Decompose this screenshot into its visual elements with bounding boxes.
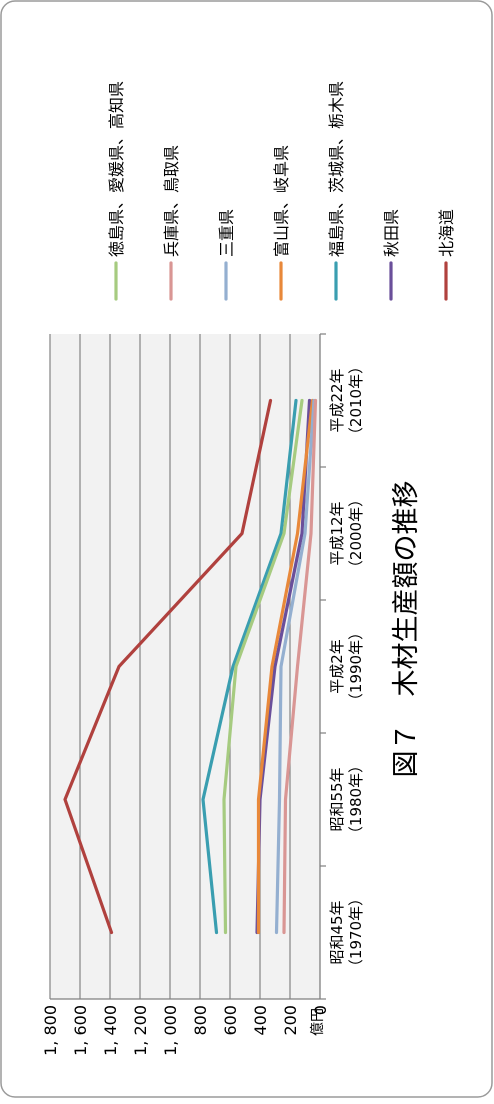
y-tick-label-1600: 1, 600 <box>71 1005 90 1056</box>
chart-title: 図７ 木材生産額の推移 <box>391 481 422 778</box>
legend-label-2: 福島県、茨城県、栃木県 <box>327 81 346 257</box>
legend-label-1: 秋田県 <box>382 209 401 257</box>
series-line-0 <box>63 398 273 935</box>
y-tick-label-400: 400 <box>251 1005 270 1036</box>
x-tick-label-era-3: 平成12年 <box>328 501 346 565</box>
y-tick-label-800: 800 <box>191 1005 210 1036</box>
x-tick-label-year-2: （1990年） <box>347 625 365 708</box>
legend-label-6: 徳島県、愛媛県、高知県 <box>107 81 126 257</box>
x-tick-label-year-4: （2010年） <box>347 359 365 442</box>
series-line-4 <box>274 398 316 935</box>
x-axis: 昭和45年 （1970年） 昭和55年 （1980年） 平成2年 （1990年） 平成12年… <box>50 333 365 1000</box>
x-tick-label-era-4: 平成22年 <box>328 368 346 432</box>
legend-label-3: 富山県、岐阜県 <box>272 145 291 257</box>
plot-area <box>50 334 320 999</box>
series-line-6 <box>222 398 304 935</box>
legend-label-4: 三重県 <box>217 209 236 257</box>
x-tick-label-era-1: 昭和55年 <box>328 767 346 831</box>
x-tick-label-year-0: （1970年） <box>347 891 365 974</box>
y-tick-label-1000: 1, 000 <box>161 1005 180 1056</box>
legend-label-0: 北海道 <box>437 209 456 257</box>
y-tick-label-0: 0 <box>311 1005 330 1015</box>
series-line-3 <box>256 398 315 935</box>
y-tick-label-600: 600 <box>221 1005 240 1036</box>
x-tick-label-year-3: （2000年） <box>347 492 365 575</box>
x-tick-label-year-1: （1980年） <box>347 758 365 841</box>
y-tick-label-1400: 1, 400 <box>101 1005 120 1056</box>
y-unit-label: 億円 <box>310 1008 326 1036</box>
legend-label-5: 兵庫県、鳥取県 <box>162 145 181 257</box>
series-line-2 <box>201 398 298 935</box>
y-tick-label-1800: 1, 800 <box>41 1005 60 1056</box>
y-tick-label-200: 200 <box>281 1005 300 1036</box>
x-tick-label-era-2: 平成2年 <box>328 639 346 694</box>
series-line-5 <box>282 398 318 935</box>
x-tick-label-era-0: 昭和45年 <box>328 900 346 964</box>
series-lines <box>63 398 318 935</box>
y-tick-label-1200: 1, 200 <box>131 1005 150 1056</box>
y-axis-ticks: 0 200 400 600 800 1, 000 1, 200 1, 400 1, 600 1, … <box>41 1005 330 1056</box>
rotated-chart-group: 図７ 木材生産額の推移 億円 0 200 400 600 800 1, 000 1, 200… <box>41 81 456 1056</box>
plot-background <box>50 334 320 999</box>
